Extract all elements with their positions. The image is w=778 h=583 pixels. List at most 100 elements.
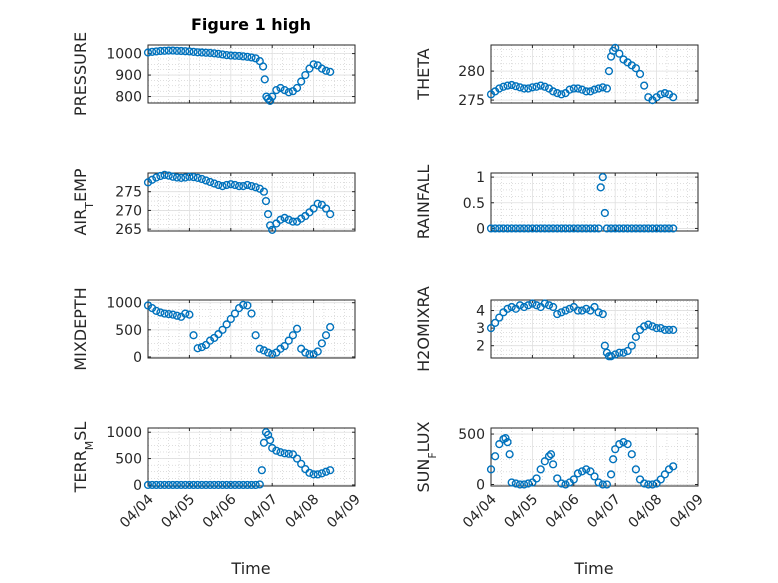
subplot-pressure: 800 900 1000 PRESSURE — [71, 32, 356, 116]
data-point — [263, 430, 273, 439]
data-point — [266, 96, 275, 105]
data-point — [247, 53, 256, 62]
y-tick-label: 500 — [458, 427, 485, 443]
data-point — [524, 224, 533, 233]
data-point — [532, 82, 541, 91]
data-point — [214, 480, 223, 490]
data-point — [669, 462, 678, 471]
data-point — [553, 474, 562, 483]
data-point — [615, 348, 624, 357]
y-tick-label: 270 — [115, 203, 142, 219]
y-tick-label: 500 — [115, 323, 142, 339]
data-point — [536, 224, 545, 233]
data-point — [548, 224, 558, 233]
data-point — [557, 90, 566, 99]
data-point — [230, 51, 240, 60]
data-point — [284, 449, 293, 458]
data-point — [557, 308, 566, 317]
data-point — [611, 350, 620, 359]
y-tick-label: 1000 — [106, 296, 142, 312]
data-point — [297, 77, 306, 86]
data-point — [648, 224, 657, 233]
data-point — [507, 478, 516, 487]
data-point — [276, 448, 285, 457]
x-tick-label: 04/07 — [584, 492, 624, 532]
data-point — [193, 344, 202, 353]
data-point — [635, 224, 645, 233]
data-point — [656, 224, 665, 233]
data-point — [520, 480, 529, 489]
data-point — [156, 171, 165, 181]
y-tick-label: 800 — [115, 90, 142, 106]
data-point — [243, 301, 252, 310]
data-point — [596, 183, 605, 192]
y-tick-label: 0.5 — [463, 196, 485, 212]
data-point — [239, 300, 248, 309]
data-point — [143, 48, 153, 57]
y-tick-label: 500 — [115, 452, 142, 468]
data-point — [600, 341, 609, 350]
data-point — [528, 478, 537, 487]
data-point — [503, 81, 512, 90]
data-point — [261, 196, 271, 206]
data-point — [590, 224, 599, 233]
data-point — [656, 475, 665, 484]
y-tick-label: 0 — [133, 350, 142, 366]
data-point — [548, 302, 558, 312]
data-point — [619, 348, 628, 357]
data-point — [160, 46, 169, 55]
data-point — [218, 325, 227, 334]
data-point — [313, 199, 322, 208]
data-point — [305, 64, 314, 73]
data-point — [257, 466, 266, 475]
data-point — [309, 470, 318, 479]
data-point — [301, 70, 310, 80]
data-point — [168, 46, 177, 55]
data-point — [511, 479, 520, 488]
data-point — [206, 480, 215, 490]
data-point — [177, 173, 186, 182]
data-point — [660, 325, 669, 334]
data-point — [594, 84, 603, 93]
data-point — [635, 69, 645, 79]
data-point — [664, 224, 674, 233]
data-point — [197, 174, 206, 184]
data-point — [536, 465, 545, 474]
data-point — [515, 224, 525, 233]
data-point — [602, 480, 612, 489]
data-point — [505, 450, 514, 459]
data-point — [486, 324, 496, 333]
data-point — [288, 331, 298, 340]
data-point — [573, 469, 583, 478]
data-point — [573, 306, 583, 315]
data-point — [615, 49, 624, 58]
y-tick-label: 0 — [133, 478, 142, 494]
data-point — [611, 224, 620, 233]
data-point — [644, 224, 653, 233]
data-point — [594, 308, 603, 317]
data-point — [544, 452, 554, 461]
data-point — [258, 62, 268, 71]
y-axis-label-1: THETA — [414, 48, 433, 100]
data-point — [156, 308, 165, 317]
data-point — [553, 89, 562, 98]
x-tick-label: 04/09 — [324, 492, 364, 532]
data-point — [606, 224, 616, 233]
data-point — [540, 457, 549, 466]
x-axis-label-left: Time — [230, 559, 270, 578]
data-point — [503, 224, 512, 233]
data-point — [495, 313, 504, 322]
data-point — [313, 470, 322, 479]
y-tick-label: 265 — [115, 222, 142, 238]
data-point — [553, 224, 562, 233]
data-point — [511, 224, 520, 233]
data-point — [321, 331, 331, 340]
data-point — [598, 309, 607, 319]
data-point — [201, 48, 211, 57]
data-point — [255, 480, 264, 489]
data-point — [292, 83, 302, 93]
data-point — [263, 94, 273, 103]
plot-area — [490, 44, 699, 104]
data-point — [544, 301, 554, 310]
data-point — [243, 480, 252, 490]
